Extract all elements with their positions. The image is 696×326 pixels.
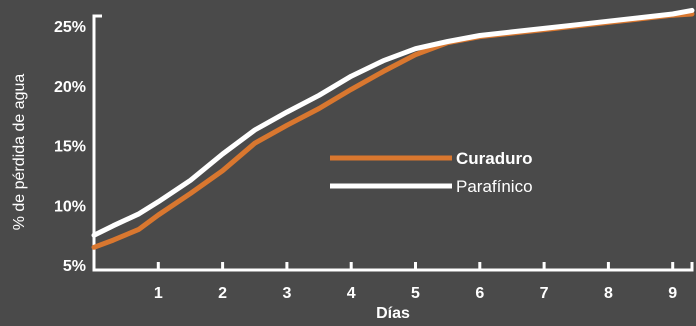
series-line-parafinico bbox=[91, 7, 695, 238]
y-tick-label: 5% bbox=[63, 258, 86, 275]
y-axis-title: % de pérdida de agua bbox=[11, 74, 28, 231]
legend-label-parafinico: Parafínico bbox=[456, 177, 533, 196]
x-tick-label: 5 bbox=[411, 285, 420, 302]
x-tick-label: 1 bbox=[154, 285, 163, 302]
x-tick-label: 9 bbox=[668, 285, 677, 302]
x-tick-label: 7 bbox=[540, 285, 549, 302]
legend-label-curaduro: Curaduro bbox=[456, 149, 533, 168]
x-tick-label: 8 bbox=[604, 285, 613, 302]
x-ticks: 1 2 3 4 5 6 7 8 9 bbox=[154, 262, 677, 302]
x-tick-label: 2 bbox=[218, 285, 227, 302]
x-tick-label: 6 bbox=[475, 285, 484, 302]
y-tick-label: 15% bbox=[54, 139, 86, 156]
axes: 1 2 3 4 5 6 7 8 9 5% 10% 15% 20% 25% bbox=[54, 14, 694, 302]
y-tick-label: 10% bbox=[54, 198, 86, 215]
x-axis-title: Días bbox=[376, 305, 410, 322]
y-ticks: 5% 10% 15% 20% 25% bbox=[54, 19, 86, 275]
series-layer bbox=[91, 7, 695, 250]
y-tick-label: 25% bbox=[54, 19, 86, 36]
x-tick-label: 4 bbox=[347, 285, 356, 302]
legend: Curaduro Parafínico bbox=[330, 149, 533, 196]
x-tick-label: 3 bbox=[282, 285, 291, 302]
y-tick-label: 20% bbox=[54, 79, 86, 96]
axis-lines bbox=[92, 14, 694, 272]
